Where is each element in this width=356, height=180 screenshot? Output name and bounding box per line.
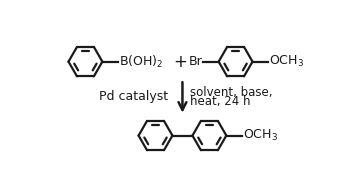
- Text: Pd catalyst: Pd catalyst: [99, 90, 169, 103]
- Text: OCH$_3$: OCH$_3$: [269, 54, 304, 69]
- Text: solvent, base,: solvent, base,: [190, 86, 273, 99]
- Text: +: +: [173, 53, 187, 71]
- Text: OCH$_3$: OCH$_3$: [242, 128, 277, 143]
- Text: Br: Br: [189, 55, 203, 68]
- Text: heat, 24 h: heat, 24 h: [190, 95, 251, 108]
- Text: B(OH)$_2$: B(OH)$_2$: [119, 54, 163, 70]
